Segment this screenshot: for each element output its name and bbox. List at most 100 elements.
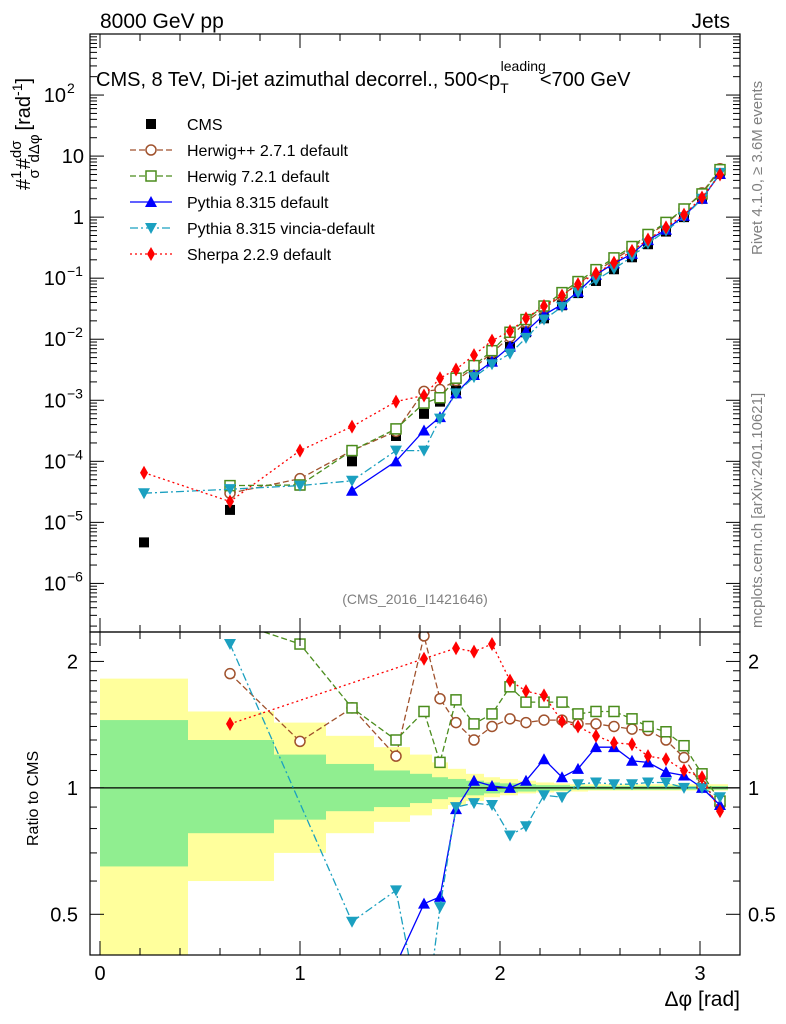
mcplots-reference-label: mcplots.cern.ch [arXiv:2401.10621]	[749, 393, 766, 628]
ratio-plot-series	[224, 632, 726, 955]
data-point	[346, 702, 358, 714]
data-point	[450, 802, 462, 814]
data-point	[390, 734, 402, 746]
data-point	[486, 359, 498, 371]
data-point	[418, 445, 430, 457]
data-point	[225, 504, 235, 515]
data-point	[418, 897, 430, 909]
data-point	[572, 708, 584, 720]
data-point	[680, 763, 688, 778]
y-tick-label: 10	[44, 512, 66, 534]
series-herwig-7-2-1-default	[224, 163, 726, 492]
band-inner-bin	[100, 720, 188, 867]
legend-entry-herwig-2-7-1-default: Herwig++ 2.7.1 default	[130, 143, 349, 160]
y-tick-label: 10	[44, 85, 66, 107]
data-point	[434, 391, 446, 404]
data-point	[470, 644, 478, 659]
data-point	[590, 741, 602, 753]
data-point	[642, 720, 654, 733]
data-point	[348, 419, 356, 434]
data-point	[224, 639, 236, 651]
legend-marker	[145, 223, 157, 234]
data-point	[420, 388, 428, 403]
data-point	[610, 255, 618, 270]
plot-title: CMS, 8 TeV, Di-jet azimuthal decorrel., …	[96, 58, 631, 96]
data-point	[574, 277, 582, 292]
band-inner-bin	[374, 770, 410, 808]
data-point	[434, 413, 446, 425]
series-pythia-8-315-vincia-default	[224, 639, 726, 955]
data-point	[392, 394, 400, 409]
data-point	[520, 716, 532, 729]
data-point	[662, 220, 670, 235]
data-point	[574, 719, 582, 734]
data-point	[450, 716, 462, 729]
data-point	[538, 314, 550, 326]
data-point	[504, 830, 516, 842]
data-point	[538, 714, 550, 726]
data-point	[558, 714, 566, 729]
main-plot-series	[138, 163, 726, 548]
ratio-y-axis-label: Ratio to CMS	[25, 751, 42, 846]
y-tick-label: 10	[44, 390, 66, 412]
data-point	[660, 726, 672, 738]
data-point	[434, 890, 446, 902]
rivet-version-label: Rivet 4.1.0, ≥ 3.6M events	[749, 81, 766, 255]
legend-entry-cms: CMS	[146, 117, 223, 134]
y-tick-label: 10	[44, 451, 66, 473]
data-point	[662, 752, 670, 767]
data-point	[660, 777, 672, 789]
legend-entry-herwig-7-2-1-default: Herwig 7.2.1 default	[130, 169, 330, 186]
ratio-y-tick-label-right: 0.5	[748, 904, 776, 926]
data-point	[434, 902, 446, 914]
data-point	[470, 348, 478, 363]
data-point	[390, 445, 402, 457]
data-point	[452, 362, 460, 377]
data-point	[139, 537, 149, 548]
legend-label: Sherpa 2.2.9 default	[187, 247, 332, 264]
data-point	[556, 301, 568, 313]
x-axis-label: Δφ [rad]	[665, 988, 741, 1011]
series-line-herwig-7-2-1-default	[261, 632, 721, 802]
data-point	[390, 455, 402, 467]
data-point	[716, 167, 724, 182]
series-line-pythia-8-315-vincia-default	[143, 172, 721, 494]
ratio-y-tick-label: 2	[67, 651, 78, 673]
main-y-axis-label: #1σ#dσdΔφ[rad-1]	[8, 78, 43, 190]
data-point	[346, 916, 358, 928]
y-tick-exponent: 2	[67, 80, 75, 96]
x-tick-label: 0	[94, 963, 105, 985]
data-point	[504, 348, 516, 360]
data-point	[628, 243, 636, 258]
data-point	[450, 388, 462, 400]
data-point	[522, 684, 530, 699]
data-point	[450, 694, 462, 706]
data-point	[540, 688, 548, 703]
legend-label: Herwig 7.2.1 default	[187, 169, 330, 186]
y-tick-label: 1	[73, 207, 84, 229]
legend-label: Pythia 8.315 vincia-default	[187, 221, 375, 238]
header-energy: 8000 GeV pp	[100, 10, 224, 33]
ratio-y-tick-label: 1	[67, 778, 78, 800]
data-point	[418, 632, 430, 642]
data-point	[572, 762, 584, 774]
svg-text:#1σ#dσdΔφ[rad-1]: #1σ#dσdΔφ[rad-1]	[8, 78, 43, 190]
data-point	[390, 885, 402, 897]
data-point	[626, 754, 638, 766]
data-point	[488, 333, 496, 348]
data-point	[520, 696, 532, 708]
data-point	[628, 737, 636, 752]
legend-entry-pythia-8-315-vincia-default: Pythia 8.315 vincia-default	[130, 221, 375, 238]
data-point	[420, 651, 428, 666]
data-point	[716, 804, 724, 819]
legend-entry-sherpa-2-2-9-default: Sherpa 2.2.9 default	[130, 247, 332, 264]
data-point	[590, 718, 602, 730]
data-point	[556, 792, 568, 804]
series-sherpa-2-2-9-default	[226, 637, 724, 819]
header-category: Jets	[691, 10, 730, 33]
data-point	[644, 232, 652, 247]
legend-label: CMS	[187, 117, 223, 134]
legend-marker	[146, 119, 156, 129]
data-point	[714, 792, 726, 804]
data-point	[294, 735, 306, 748]
